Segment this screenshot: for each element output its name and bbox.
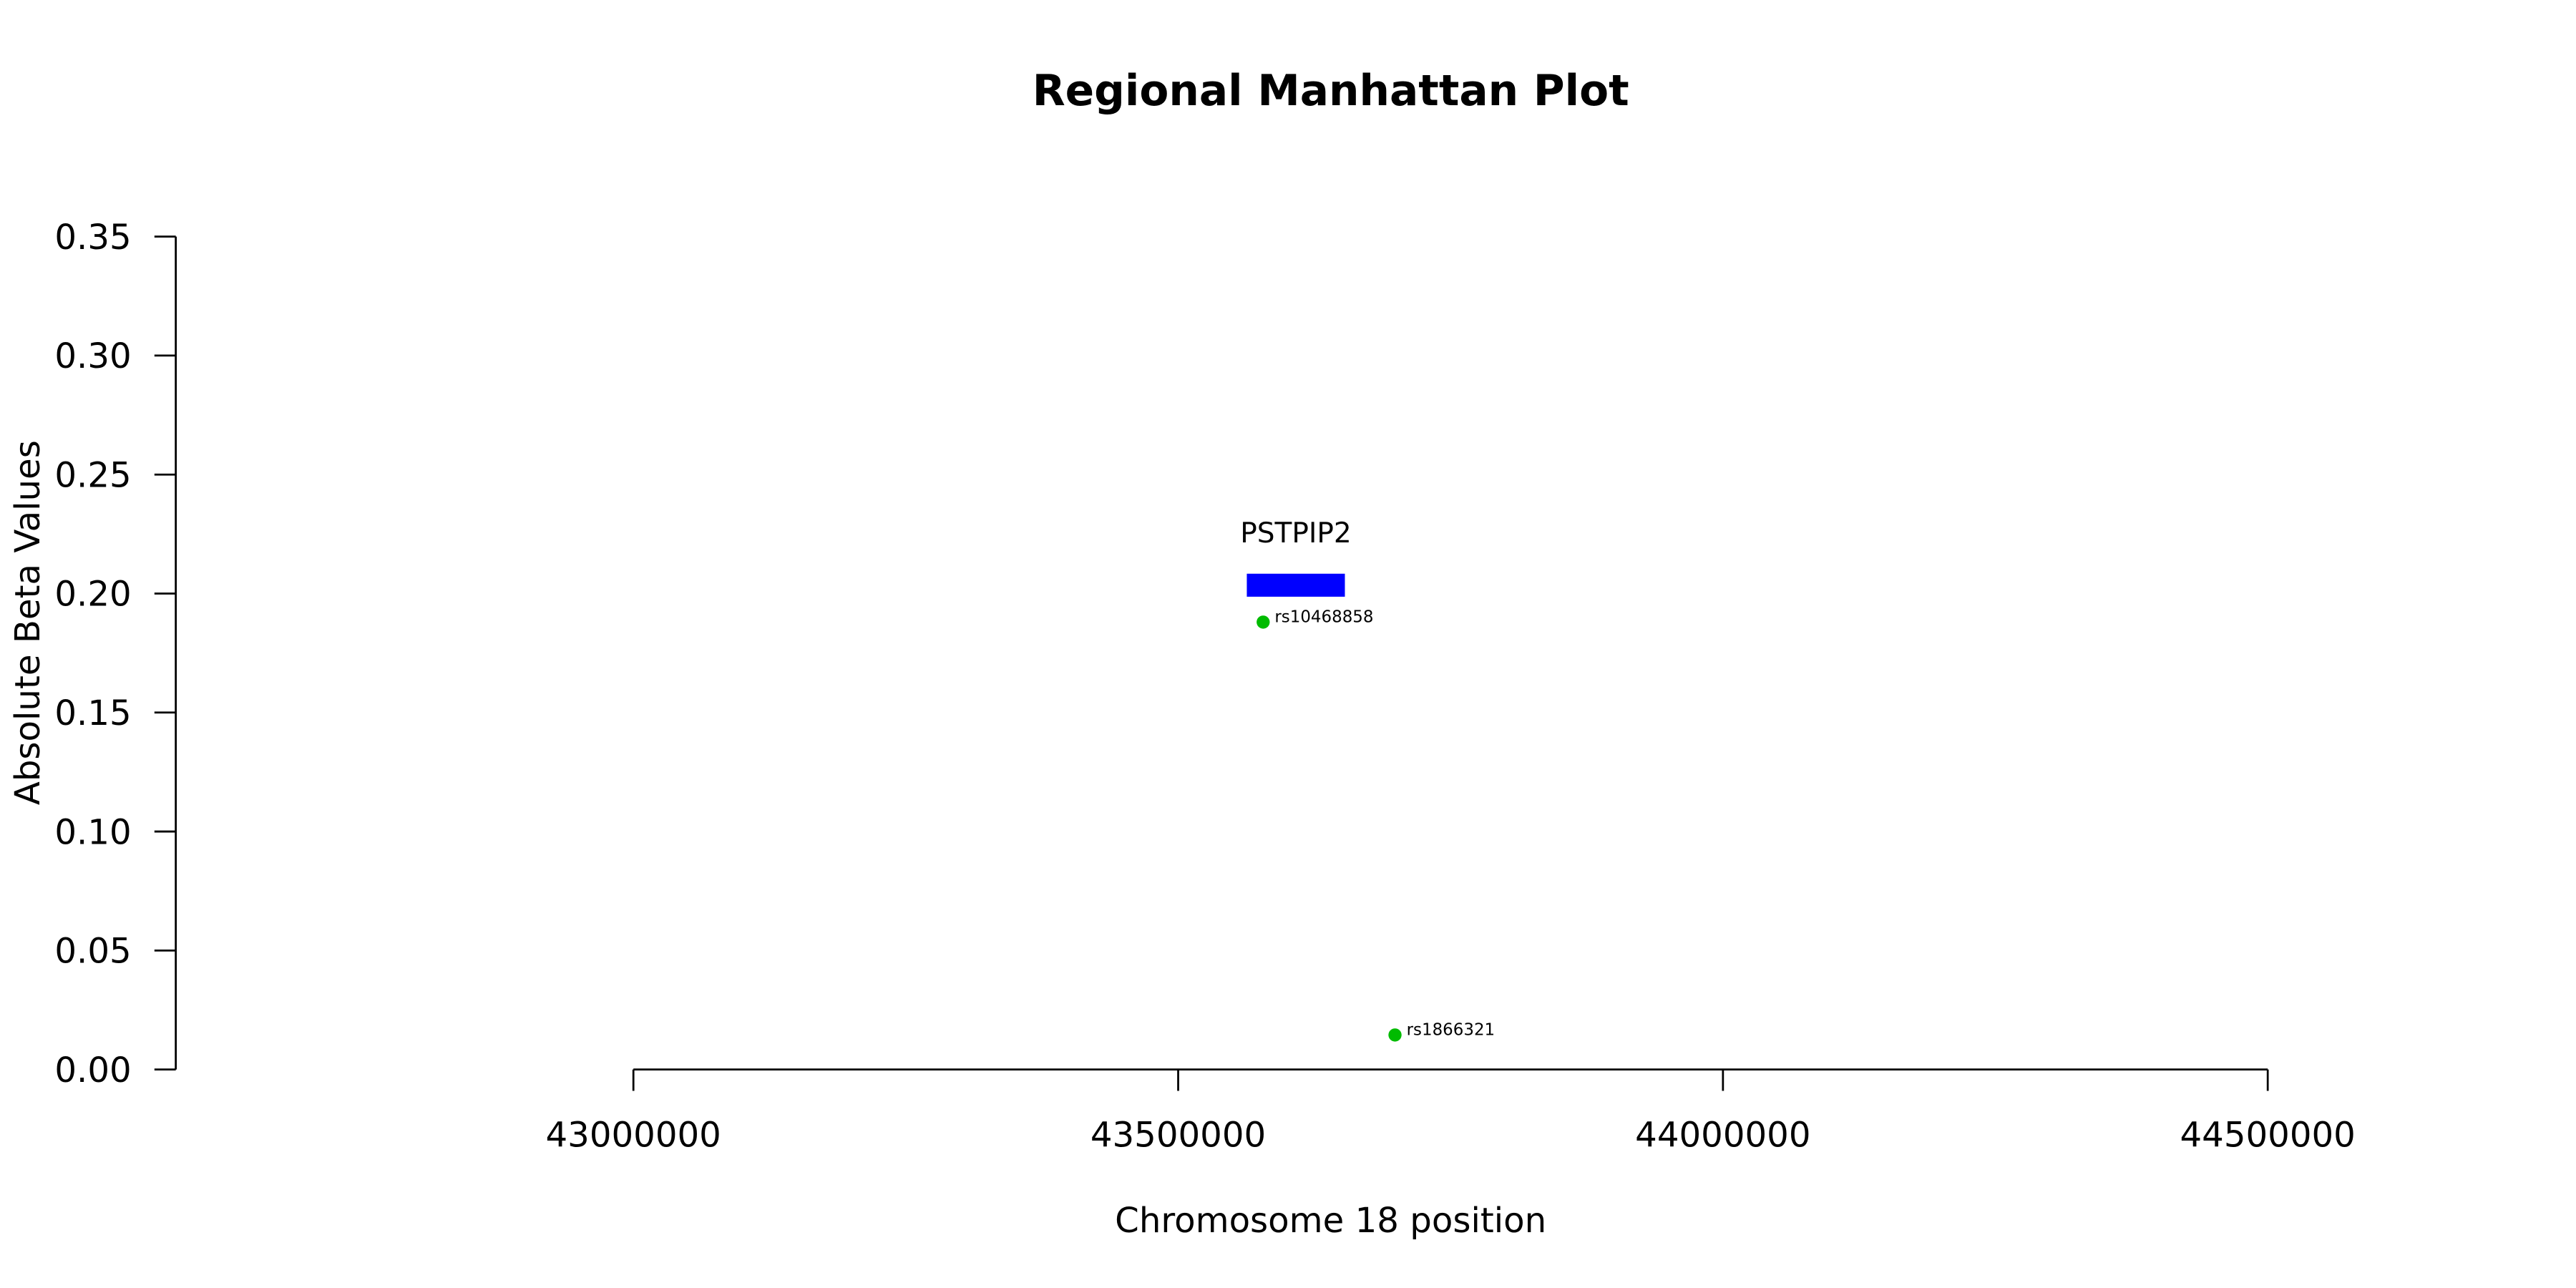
y-axis-label: Absolute Beta Values xyxy=(8,440,48,805)
x-tick-label: 44000000 xyxy=(1635,1116,1810,1156)
snp-point xyxy=(1388,1028,1402,1042)
y-tick-label: 0.25 xyxy=(54,455,131,495)
snp-point xyxy=(1257,615,1270,629)
x-axis-label: Chromosome 18 position xyxy=(1115,1201,1546,1241)
chart-title: Regional Manhattan Plot xyxy=(1033,67,1629,116)
y-tick-label: 0.00 xyxy=(54,1050,131,1091)
y-tick-label: 0.10 xyxy=(54,812,131,852)
y-tick-label: 0.30 xyxy=(54,336,131,376)
gene-label: PSTPIP2 xyxy=(1240,517,1352,550)
snp-label: rs10468858 xyxy=(1274,608,1373,626)
y-tick-label: 0.05 xyxy=(54,932,131,972)
y-tick-label: 0.15 xyxy=(54,693,131,733)
x-tick-label: 44500000 xyxy=(2180,1116,2356,1156)
x-tick-label: 43000000 xyxy=(546,1116,721,1156)
y-tick-label: 0.20 xyxy=(54,575,131,615)
gene-block xyxy=(1246,573,1345,597)
y-tick-label: 0.35 xyxy=(54,218,131,258)
x-tick-label: 43500000 xyxy=(1091,1116,1266,1156)
snp-label: rs1866321 xyxy=(1407,1020,1496,1039)
